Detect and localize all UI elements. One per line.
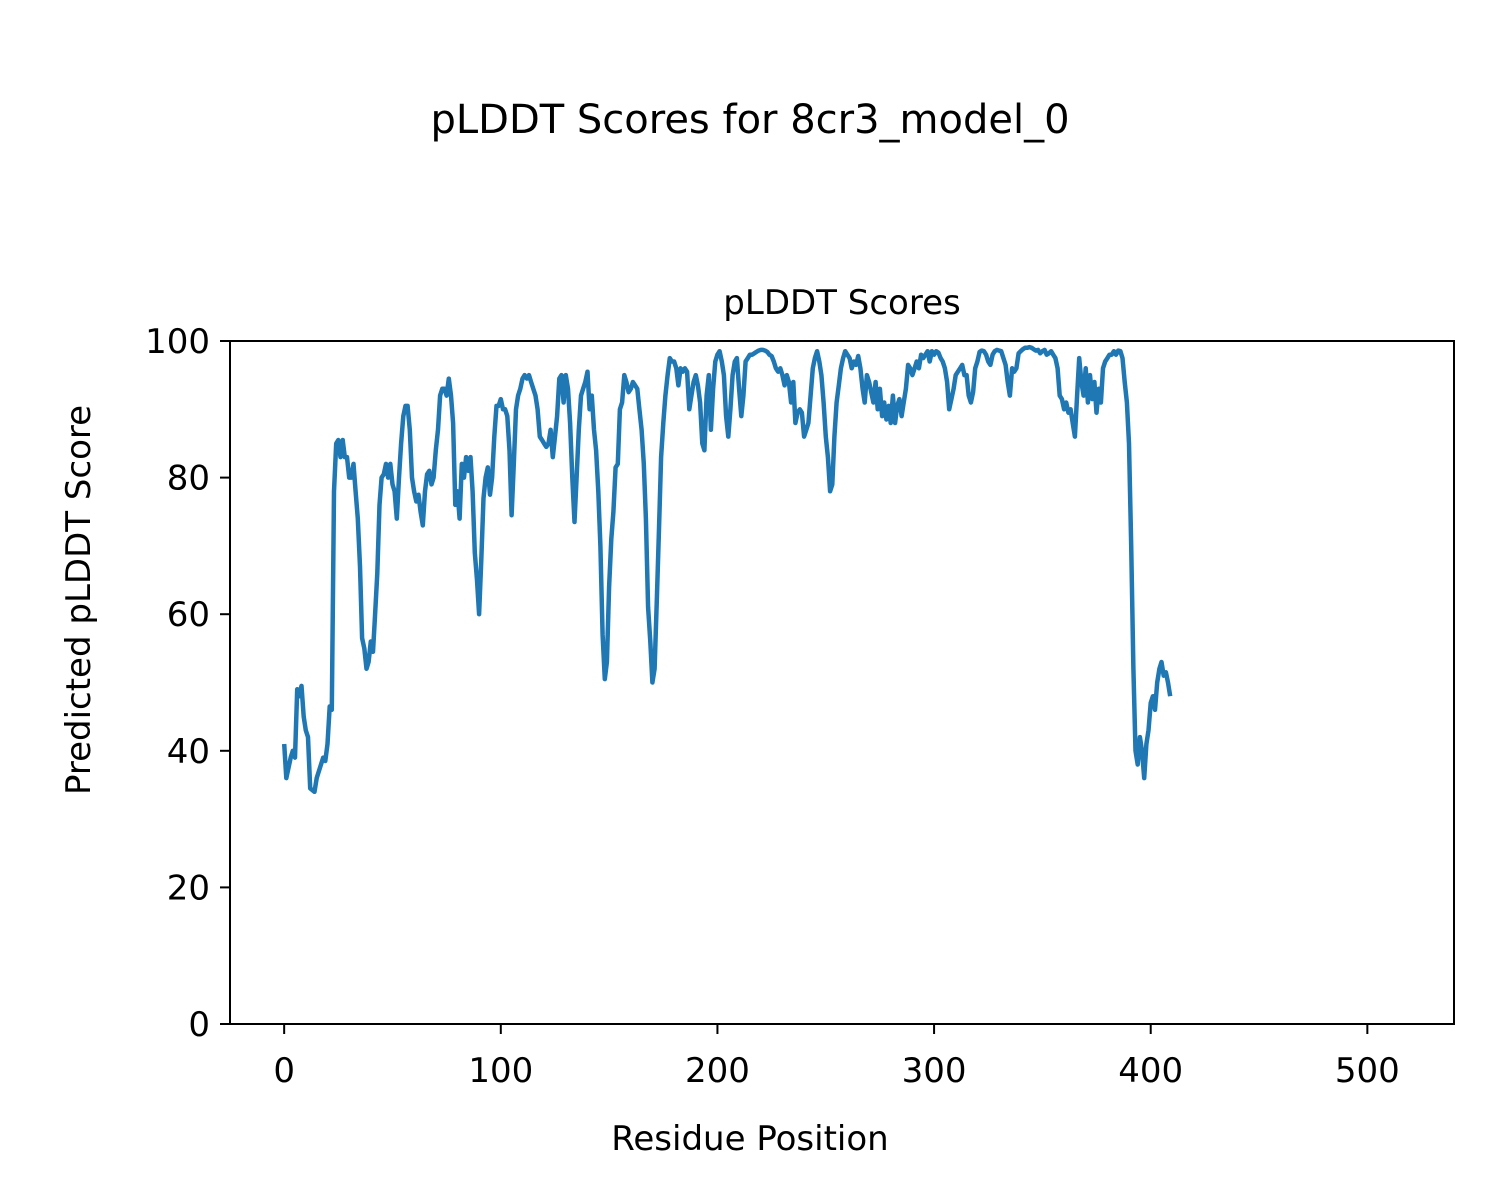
y-tick-label: 80 <box>167 459 210 499</box>
plot-frame <box>229 340 1455 1025</box>
y-axis-ticks: 0 20 40 60 80 100 <box>145 322 230 1045</box>
y-tick-label: 20 <box>167 868 210 908</box>
axes-title: pLDDT Scores <box>723 283 960 323</box>
figure-title: pLDDT Scores for 8cr3_model_0 <box>430 97 1069 143</box>
x-tick-label: 400 <box>1118 1051 1183 1091</box>
series-line <box>281 344 1173 795</box>
y-tick-label: 40 <box>167 732 210 772</box>
series-layer <box>281 344 1173 795</box>
y-tick-label: 60 <box>167 595 210 635</box>
y-tick-label: 100 <box>145 322 210 362</box>
x-tick-label: 100 <box>468 1051 533 1091</box>
x-tick-label: 500 <box>1335 1051 1400 1091</box>
x-tick-label: 300 <box>902 1051 967 1091</box>
x-axis-ticks: 0 100 200 300 400 500 <box>273 1024 1400 1091</box>
x-tick-label: 0 <box>273 1051 295 1091</box>
x-axis-label: Residue Position <box>611 1119 888 1159</box>
y-tick-label: 0 <box>188 1005 210 1045</box>
y-axis-label: Predicted pLDDT Score <box>59 405 99 795</box>
x-tick-label: 200 <box>685 1051 750 1091</box>
